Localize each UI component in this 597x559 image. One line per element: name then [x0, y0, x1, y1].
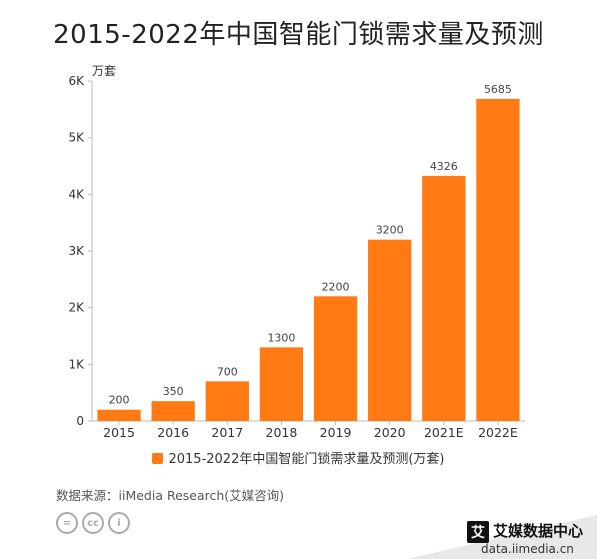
y-tick-label: 1K	[68, 357, 85, 371]
bar-data-label: 1300	[267, 331, 295, 344]
brand-url: data.iimedia.cn	[481, 542, 574, 556]
y-tick-label: 4K	[68, 187, 85, 201]
license-icons: = cc i	[56, 512, 130, 534]
x-tick-label: 2022E	[478, 425, 518, 440]
bar-data-label: 4326	[430, 160, 458, 173]
cc-icon: cc	[82, 512, 104, 534]
bar-data-label: 2200	[322, 280, 350, 293]
legend[interactable]: 2015-2022年中国智能门锁需求量及预测(万套)	[0, 448, 597, 467]
person-icon: i	[108, 512, 130, 534]
x-tick-label: 2018	[266, 425, 298, 440]
x-tick-label: 2016	[157, 425, 189, 440]
bar-data-label: 700	[217, 365, 238, 378]
bar-data-label: 5685	[484, 83, 512, 96]
y-tick-label: 3K	[68, 244, 85, 258]
bar	[368, 239, 412, 421]
legend-label: 2015-2022年中国智能门锁需求量及预测(万套)	[168, 452, 445, 467]
x-tick-label: 2021E	[424, 425, 464, 440]
bar	[313, 296, 358, 421]
y-tick-label: 5K	[68, 131, 85, 145]
x-tick-label: 2020	[374, 425, 406, 440]
bar	[476, 98, 520, 421]
equal-icon: =	[56, 512, 78, 534]
x-tick-label: 2019	[320, 425, 352, 440]
brand-watermark: 艾 艾媒数据中心 data.iimedia.cn	[407, 515, 597, 559]
source-note: 数据来源：iiMedia Research(艾媒咨询)	[56, 488, 285, 503]
x-tick-label: 2015	[103, 425, 135, 440]
bar-data-label: 200	[109, 394, 130, 407]
y-axis-unit: 万套	[92, 64, 117, 78]
chart-title: 2015-2022年中国智能门锁需求量及预测	[53, 20, 544, 50]
x-tick-label: 2017	[211, 425, 243, 440]
y-tick-label: 2K	[68, 301, 85, 315]
bar	[422, 175, 466, 421]
bar	[97, 409, 141, 421]
brand-logo: 艾	[467, 521, 489, 543]
legend-swatch	[152, 453, 164, 464]
bar	[205, 381, 249, 421]
y-tick-label: 6K	[68, 74, 85, 88]
bar-data-label: 350	[163, 385, 184, 398]
bar	[259, 347, 304, 421]
bar-data-label: 3200	[376, 224, 404, 237]
bar	[151, 401, 195, 421]
brand-background	[407, 515, 597, 559]
y-tick-label: 0	[76, 414, 84, 428]
brand-name: 艾媒数据中心	[493, 522, 584, 540]
